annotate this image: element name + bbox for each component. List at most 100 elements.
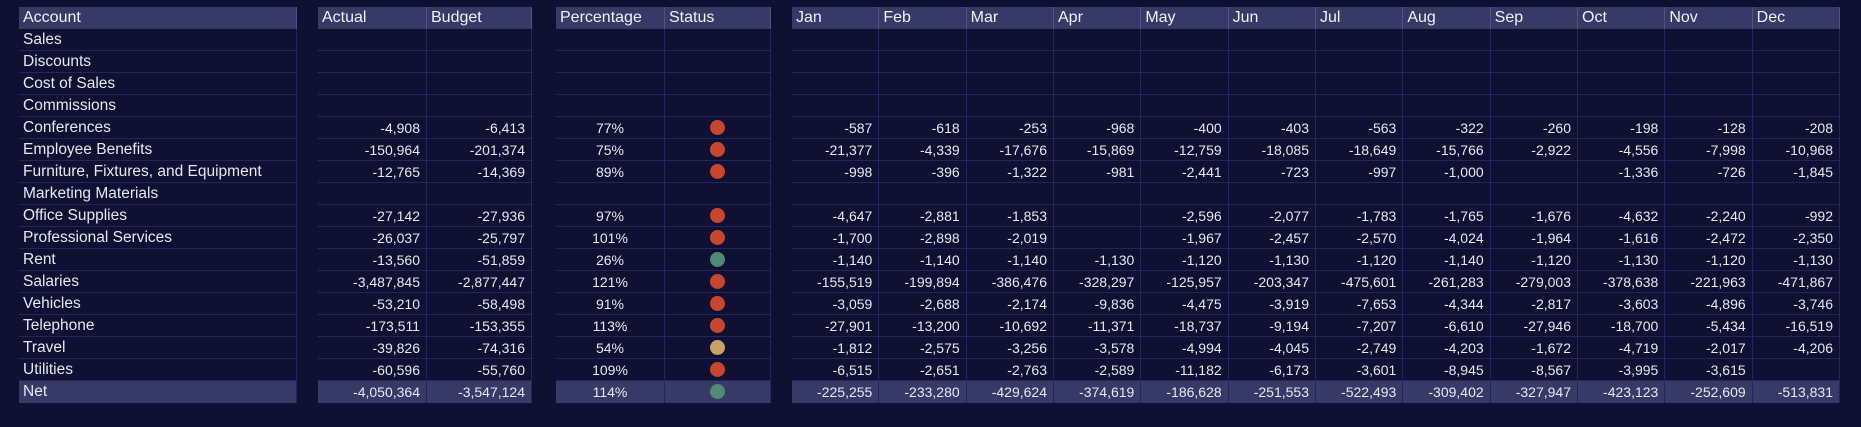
month-value[interactable]: -6,515 <box>792 359 880 381</box>
month-value[interactable]: -18,737 <box>1141 315 1229 337</box>
month-value[interactable]: -128 <box>1665 117 1753 139</box>
month-value[interactable]: -260 <box>1490 117 1578 139</box>
month-value[interactable] <box>1316 73 1404 95</box>
actual-value[interactable]: -39,826 <box>318 337 427 359</box>
month-value[interactable]: -4,475 <box>1141 293 1229 315</box>
month-value[interactable] <box>1316 183 1404 205</box>
month-value[interactable]: -4,719 <box>1578 337 1666 359</box>
month-value[interactable]: -208 <box>1752 117 1840 139</box>
month-value[interactable]: -203,347 <box>1228 271 1316 293</box>
month-value[interactable]: -1,765 <box>1403 205 1491 227</box>
month-value[interactable]: -1,130 <box>1752 249 1840 271</box>
month-value[interactable]: -1,140 <box>966 249 1054 271</box>
month-value[interactable]: -471,867 <box>1752 271 1840 293</box>
month-value[interactable]: -1,783 <box>1316 205 1404 227</box>
month-value[interactable]: -12,759 <box>1141 139 1229 161</box>
month-value[interactable] <box>1490 73 1578 95</box>
month-value[interactable]: -1,120 <box>1665 249 1753 271</box>
month-value[interactable]: -1,700 <box>792 227 880 249</box>
month-value[interactable] <box>1141 95 1229 117</box>
month-value[interactable] <box>1752 51 1840 73</box>
status-cell[interactable] <box>665 227 771 249</box>
month-value[interactable] <box>879 73 967 95</box>
month-value[interactable]: -2,441 <box>1141 161 1229 183</box>
month-value[interactable]: -18,085 <box>1228 139 1316 161</box>
month-value[interactable]: -522,493 <box>1316 381 1404 403</box>
month-value[interactable]: -3,256 <box>966 337 1054 359</box>
budget-value[interactable] <box>427 29 532 51</box>
month-value[interactable]: -2,019 <box>966 227 1054 249</box>
month-value[interactable]: -403 <box>1228 117 1316 139</box>
month-value[interactable]: -1,140 <box>1403 249 1491 271</box>
month-value[interactable]: -15,869 <box>1054 139 1142 161</box>
header-month-jul[interactable]: Jul <box>1316 7 1404 29</box>
month-value[interactable]: -279,003 <box>1490 271 1578 293</box>
month-value[interactable]: -2,350 <box>1752 227 1840 249</box>
month-value[interactable]: -252,609 <box>1665 381 1753 403</box>
budget-value[interactable]: -55,760 <box>427 359 532 381</box>
status-cell[interactable] <box>665 73 771 95</box>
month-value[interactable]: -2,688 <box>879 293 967 315</box>
month-value[interactable]: -13,200 <box>879 315 967 337</box>
month-value[interactable]: -1,130 <box>1228 249 1316 271</box>
actual-value[interactable]: -13,560 <box>318 249 427 271</box>
actual-value[interactable]: -4,908 <box>318 117 427 139</box>
month-value[interactable]: -2,922 <box>1490 139 1578 161</box>
month-value[interactable]: -3,995 <box>1578 359 1666 381</box>
actual-value[interactable]: -4,050,364 <box>318 381 427 403</box>
status-cell[interactable] <box>665 315 771 337</box>
budget-value[interactable]: -51,859 <box>427 249 532 271</box>
header-month-may[interactable]: May <box>1141 7 1229 29</box>
month-value[interactable] <box>1490 51 1578 73</box>
header-percentage[interactable]: Percentage <box>556 7 665 29</box>
header-status[interactable]: Status <box>665 7 771 29</box>
month-value[interactable]: -4,994 <box>1141 337 1229 359</box>
month-value[interactable]: -3,615 <box>1665 359 1753 381</box>
month-value[interactable]: -2,749 <box>1316 337 1404 359</box>
actual-value[interactable]: -12,765 <box>318 161 427 183</box>
header-month-nov[interactable]: Nov <box>1665 7 1753 29</box>
budget-value[interactable]: -25,797 <box>427 227 532 249</box>
month-value[interactable] <box>1141 51 1229 73</box>
account-name[interactable]: Travel <box>19 337 297 359</box>
month-value[interactable]: -261,283 <box>1403 271 1491 293</box>
actual-value[interactable] <box>318 183 427 205</box>
actual-value[interactable] <box>318 95 427 117</box>
month-value[interactable] <box>1054 227 1142 249</box>
month-value[interactable]: -981 <box>1054 161 1142 183</box>
month-value[interactable]: -7,998 <box>1665 139 1753 161</box>
month-value[interactable]: -997 <box>1316 161 1404 183</box>
month-value[interactable]: -726 <box>1665 161 1753 183</box>
month-value[interactable] <box>1141 73 1229 95</box>
month-value[interactable] <box>792 51 880 73</box>
month-value[interactable] <box>1054 95 1142 117</box>
month-value[interactable]: -328,297 <box>1054 271 1142 293</box>
month-value[interactable]: -998 <box>792 161 880 183</box>
header-account[interactable]: Account <box>19 7 297 29</box>
month-value[interactable] <box>1490 183 1578 205</box>
actual-value[interactable] <box>318 73 427 95</box>
month-value[interactable]: -3,059 <box>792 293 880 315</box>
percentage-value[interactable]: 101% <box>556 227 665 249</box>
month-value[interactable]: -429,624 <box>966 381 1054 403</box>
month-value[interactable] <box>1665 51 1753 73</box>
month-value[interactable]: -386,476 <box>966 271 1054 293</box>
budget-value[interactable] <box>427 183 532 205</box>
month-value[interactable] <box>1228 95 1316 117</box>
month-value[interactable]: -21,377 <box>792 139 880 161</box>
budget-value[interactable]: -74,316 <box>427 337 532 359</box>
header-month-mar[interactable]: Mar <box>966 7 1054 29</box>
month-value[interactable]: -968 <box>1054 117 1142 139</box>
month-value[interactable] <box>879 29 967 51</box>
month-value[interactable] <box>1403 73 1491 95</box>
month-value[interactable]: -4,024 <box>1403 227 1491 249</box>
status-cell[interactable] <box>665 95 771 117</box>
month-value[interactable] <box>1665 95 1753 117</box>
month-value[interactable] <box>1054 29 1142 51</box>
month-value[interactable]: -309,402 <box>1403 381 1491 403</box>
month-value[interactable] <box>1054 73 1142 95</box>
status-cell[interactable] <box>665 337 771 359</box>
month-value[interactable] <box>1490 161 1578 183</box>
month-value[interactable] <box>1403 95 1491 117</box>
percentage-value[interactable] <box>556 183 665 205</box>
